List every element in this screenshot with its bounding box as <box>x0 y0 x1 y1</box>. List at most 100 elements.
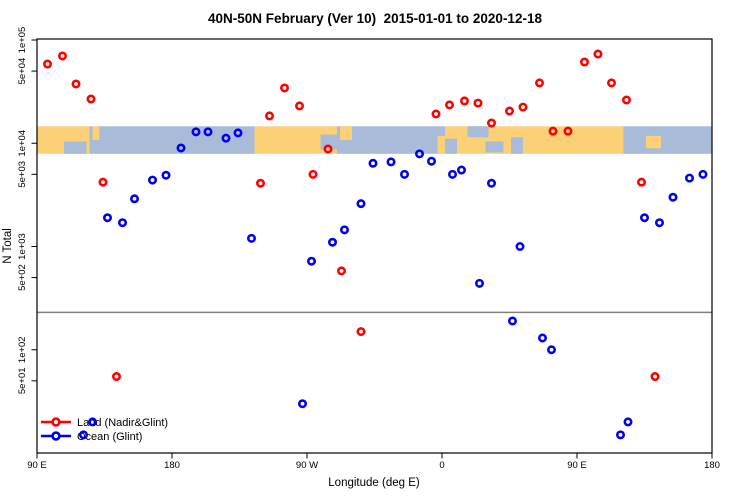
data-point-ocean <box>247 233 257 243</box>
x-tick-label: 90 E <box>27 460 47 471</box>
x-tick-label: 0 <box>439 460 444 471</box>
y-tick-label: 5e+03 <box>17 161 28 188</box>
data-point-land <box>459 96 469 106</box>
data-point-ocean <box>297 399 307 409</box>
data-point-ocean <box>118 218 128 228</box>
data-point-land <box>650 372 660 382</box>
data-point-land <box>255 178 265 188</box>
map-band-detail-ocean <box>445 138 457 154</box>
data-point-land <box>323 144 333 154</box>
data-point-land <box>534 78 544 88</box>
data-point-ocean <box>79 430 89 440</box>
legend: Land (Nadir&Glint) Ocean (Glint) <box>41 417 168 443</box>
y-tick-label: 5e+01 <box>17 367 28 394</box>
data-point-ocean <box>447 169 457 179</box>
map-band-segment-ocean <box>623 126 712 154</box>
chart-title: 40N-50N February (Ver 10) 2015-01-01 to … <box>208 11 542 26</box>
map-band <box>37 126 712 154</box>
map-band-detail-land <box>646 135 661 149</box>
data-point-land <box>57 51 67 61</box>
data-point-land <box>308 169 318 179</box>
y-axis-label: N Total <box>2 228 14 264</box>
y-tick-label: 1e+03 <box>17 233 28 260</box>
data-point-land <box>473 98 483 108</box>
data-point-ocean <box>148 175 158 185</box>
data-point-ocean <box>507 316 517 326</box>
x-tick-label: 180 <box>164 460 180 471</box>
y-tick-label: 1e+02 <box>17 336 28 363</box>
data-point-ocean <box>327 237 337 247</box>
data-point-ocean <box>537 333 547 343</box>
data-point-land <box>98 177 108 187</box>
map-band-detail-ocean <box>467 126 489 138</box>
y-tick-label: 5e+02 <box>17 264 28 291</box>
y-tick-label: 1e+04 <box>17 130 28 157</box>
data-point-ocean <box>698 169 708 179</box>
data-point-ocean <box>88 417 98 427</box>
data-point-land <box>86 94 96 104</box>
legend-marker-land <box>51 417 61 427</box>
map-band-detail-land <box>92 126 100 141</box>
axes-ticks: 90 E 180 90 W 0 90 E 180 1e+05 5e+04 1e+04 5e+03 1… <box>17 27 720 471</box>
map-band-detail-ocean <box>511 137 523 154</box>
map-band-detail-land <box>340 126 352 141</box>
map-band-segment-ocean <box>337 126 438 154</box>
data-point-ocean <box>546 345 556 355</box>
data-point-land <box>593 49 603 59</box>
data-point-ocean <box>203 127 213 137</box>
data-point-ocean <box>623 417 633 427</box>
map-band-detail-ocean <box>64 141 87 154</box>
data-point-ocean <box>668 192 678 202</box>
data-point-land <box>579 57 589 67</box>
legend-label-land: Land (Nadir&Glint) <box>77 417 168 429</box>
legend-marker-ocean <box>51 431 61 441</box>
data-point-land <box>336 266 346 276</box>
data-point-land <box>518 102 528 112</box>
data-point-land <box>504 106 514 116</box>
data-point-land <box>42 59 52 69</box>
x-tick-label: 90 E <box>567 460 587 471</box>
data-point-land <box>431 109 441 119</box>
data-point-land <box>563 126 573 136</box>
x-tick-label: 90 W <box>296 460 318 471</box>
data-point-land <box>621 95 631 105</box>
data-point-ocean <box>356 199 366 209</box>
x-axis-label: Longitude (deg E) <box>328 477 420 489</box>
map-band-detail-ocean <box>485 141 504 153</box>
data-point-ocean <box>233 128 243 138</box>
legend-item-land: Land (Nadir&Glint) <box>41 417 168 429</box>
series-land-points <box>42 49 660 382</box>
data-point-ocean <box>684 173 694 183</box>
y-tick-label: 5e+04 <box>17 58 28 85</box>
data-point-ocean <box>515 242 525 252</box>
data-point-land <box>636 177 646 187</box>
map-band-segment-land <box>437 126 624 154</box>
data-point-ocean <box>486 178 496 188</box>
data-point-ocean <box>386 157 396 167</box>
legend-item-ocean: Ocean (Glint) <box>41 431 142 443</box>
data-point-land <box>444 100 454 110</box>
data-point-land <box>606 78 616 88</box>
data-point-ocean <box>339 225 349 235</box>
data-point-ocean <box>176 143 186 153</box>
data-point-land <box>356 327 366 337</box>
data-point-land <box>112 372 122 382</box>
plot-box <box>36 38 713 454</box>
data-point-ocean <box>368 158 378 168</box>
data-point-ocean <box>414 149 424 159</box>
data-point-land <box>486 118 496 128</box>
data-point-ocean <box>639 213 649 223</box>
y-tick-label: 1e+05 <box>17 27 28 54</box>
x-tick-label: 180 <box>704 460 720 471</box>
data-point-ocean <box>130 194 140 204</box>
data-point-ocean <box>426 156 436 166</box>
legend-label-ocean: Ocean (Glint) <box>77 431 142 443</box>
data-point-ocean <box>474 278 484 288</box>
data-point-land <box>548 126 558 136</box>
map-band-detail-ocean <box>437 126 445 136</box>
data-point-land <box>294 101 304 111</box>
data-point-ocean <box>103 213 113 223</box>
data-point-ocean <box>615 430 625 440</box>
data-point-ocean <box>221 133 231 143</box>
